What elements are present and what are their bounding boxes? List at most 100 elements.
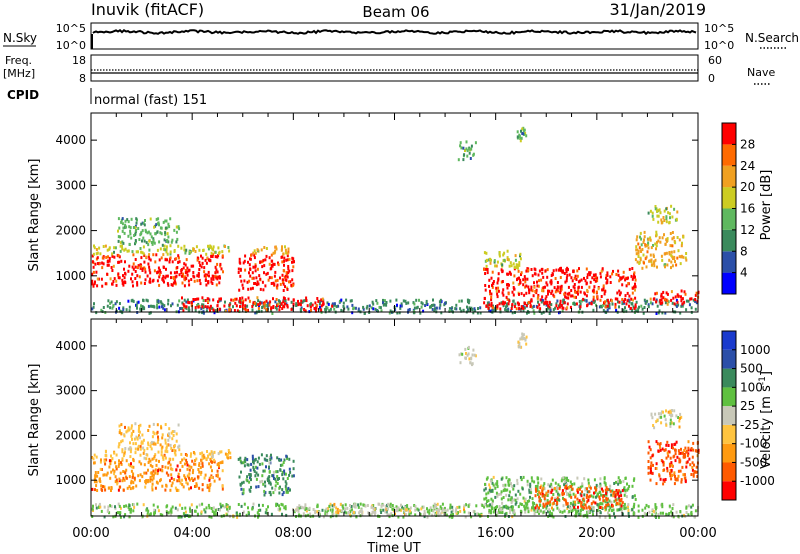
- power-cell: [235, 297, 238, 301]
- power-cell: [634, 305, 637, 309]
- velocity-cell: [606, 487, 609, 491]
- power-cell: [548, 300, 551, 304]
- velocity-cell: [669, 422, 672, 426]
- power-cell: [286, 252, 289, 256]
- velocity-cell: [133, 476, 136, 480]
- power-cell: [531, 305, 534, 309]
- velocity-cell: [569, 490, 572, 494]
- power-cell: [502, 304, 505, 308]
- velocity-cell: [525, 335, 528, 339]
- power-cell: [671, 237, 674, 241]
- power-cell: [537, 294, 540, 297]
- velocity-cell: [125, 459, 128, 463]
- velocity-cell: [651, 454, 654, 458]
- velocity-cell: [171, 481, 174, 485]
- power-cell: [270, 263, 273, 267]
- power-cell: [182, 266, 185, 270]
- velocity-cell: [470, 357, 473, 361]
- velocity-cell: [673, 482, 676, 486]
- velocity-cell: [314, 511, 317, 515]
- power-cell: [470, 144, 473, 148]
- velocity-cell: [575, 508, 578, 512]
- velocity-cell: [530, 491, 533, 495]
- power-cell: [544, 297, 547, 301]
- power-cell: [488, 278, 491, 282]
- velocity-cell: [150, 447, 153, 451]
- velocity-cell: [529, 482, 532, 486]
- power-cell: [144, 278, 147, 282]
- power-cell: [122, 283, 125, 287]
- velocity-cell: [129, 448, 132, 452]
- power-cell: [285, 258, 288, 262]
- velocity-cell: [654, 505, 657, 509]
- velocity-cell: [99, 480, 102, 484]
- power-cell: [176, 237, 179, 241]
- power-cell: [91, 307, 94, 311]
- power-cell: [118, 260, 121, 264]
- power-cell: [557, 289, 560, 293]
- velocity-cell: [539, 492, 542, 496]
- velocity-cell: [581, 484, 584, 488]
- velocity-cell: [517, 505, 520, 509]
- power-cell: [539, 298, 542, 302]
- power-cell: [181, 296, 183, 300]
- velocity-cell: [566, 505, 569, 509]
- velocity-cell: [275, 480, 278, 484]
- power-cell: [425, 299, 428, 303]
- power-cell: [548, 305, 551, 309]
- velocity-cell: [496, 480, 499, 484]
- velocity-cell: [540, 484, 543, 488]
- velocity-cell: [289, 470, 292, 474]
- power-cell: [134, 277, 137, 280]
- velocity-cell: [240, 461, 243, 465]
- velocity-cell: [174, 449, 177, 453]
- power-cell: [177, 225, 180, 229]
- power-cell: [281, 260, 284, 264]
- velocity-cell: [451, 505, 454, 509]
- power-cell: [525, 304, 528, 307]
- power-cell: [511, 303, 514, 307]
- velocity-cell: [692, 474, 695, 478]
- power-cell: [251, 286, 254, 290]
- power-cell: [490, 292, 493, 296]
- power-cell: [432, 303, 435, 307]
- power-cell: [503, 251, 506, 255]
- power-cell: [653, 297, 656, 301]
- velocity-cell: [246, 475, 249, 479]
- velocity-cell: [495, 513, 498, 517]
- power-cell: [616, 297, 619, 301]
- velocity-cell: [396, 509, 399, 513]
- velocity-cell: [108, 511, 111, 515]
- power-cell: [484, 259, 487, 263]
- velocity-cell: [663, 448, 666, 452]
- velocity-cell: [516, 482, 519, 486]
- power-cell: [237, 267, 240, 271]
- power-cell: [506, 297, 509, 301]
- velocity-cell: [607, 511, 609, 515]
- power-cell: [656, 214, 659, 218]
- power-cell: [173, 249, 176, 252]
- velocity-cell: [533, 512, 536, 516]
- power-cell: [552, 308, 555, 312]
- power-cell: [555, 288, 558, 292]
- velocity-cell: [321, 508, 324, 512]
- power-cell: [196, 274, 199, 278]
- velocity-cell: [153, 432, 156, 436]
- velocity-cell: [550, 512, 553, 516]
- velocity-cell: [397, 506, 400, 510]
- power-colorbar-label: Power [dB]: [759, 170, 774, 241]
- power-cell: [274, 306, 277, 309]
- velocity-cell: [600, 506, 603, 509]
- velocity-cell: [138, 430, 141, 434]
- power-cell: [640, 249, 642, 253]
- power-cell: [177, 244, 180, 248]
- power-cell: [600, 295, 603, 298]
- velocity-cell: [488, 508, 491, 512]
- velocity-cell: [604, 505, 607, 509]
- power-cell: [282, 304, 285, 308]
- velocity-cell: [122, 488, 125, 492]
- velocity-cell: [481, 504, 484, 507]
- velocity-cell: [680, 447, 682, 451]
- velocity-cell: [145, 508, 148, 512]
- power-cell: [496, 306, 499, 310]
